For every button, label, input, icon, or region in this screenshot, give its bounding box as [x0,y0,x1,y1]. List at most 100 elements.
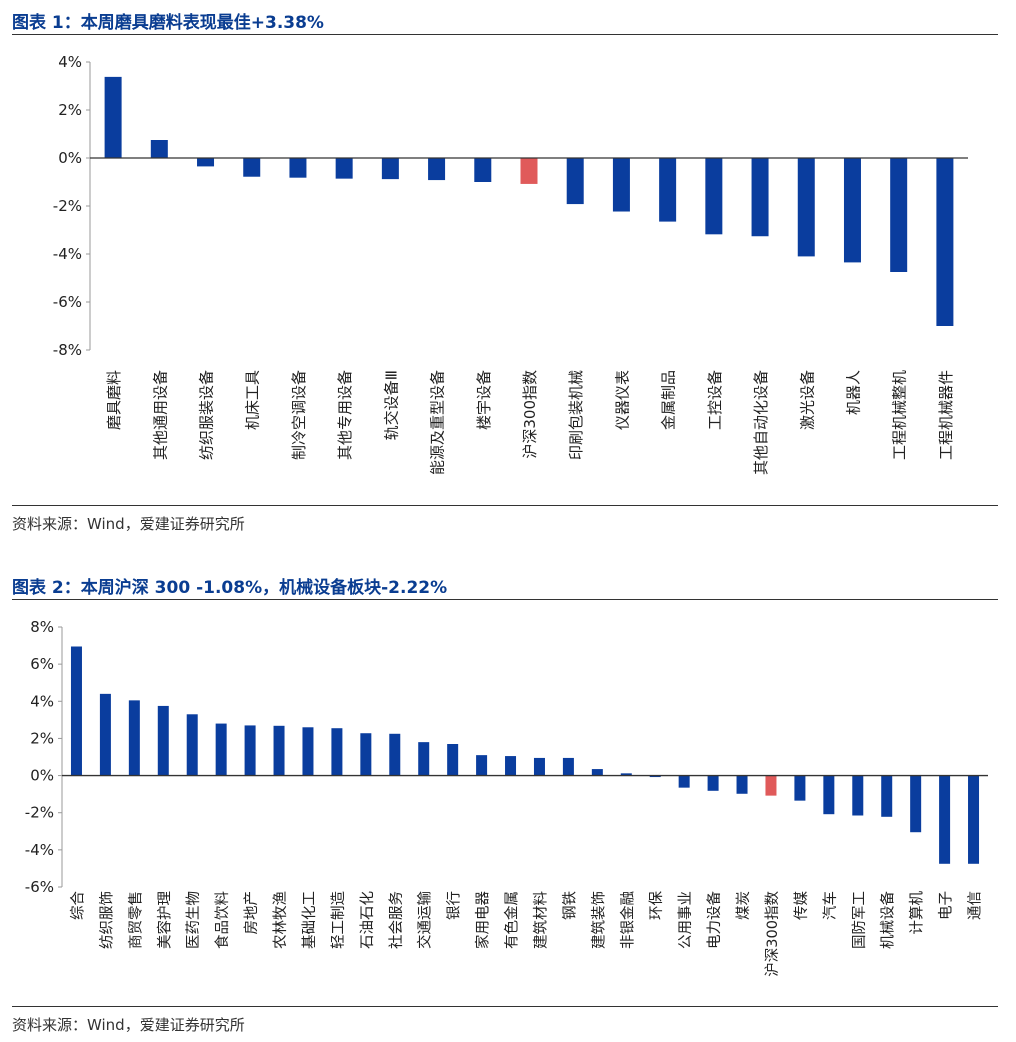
x-category-label: 沪深300指数 [521,370,539,459]
x-category-label: 机械设备 [880,891,897,949]
bar-机床工具 [243,158,261,177]
bar-其他通用设备 [150,140,168,158]
bar-环保 [649,775,661,778]
bar-能源及重型设备 [428,158,446,181]
x-category-label: 工控设备 [706,370,724,430]
x-category-label: 通信 [967,891,984,920]
x-category-label: 食品饮料 [214,891,231,949]
x-category-label: 机床工具 [244,370,262,430]
y-tick-label: -2% [53,197,82,215]
x-category-label: 交通运输 [416,891,434,949]
figure2-bottom-rule [12,1006,998,1007]
bar-轻工制造 [331,728,343,776]
bar-石油石化 [360,733,372,776]
bar-激光设备 [797,158,815,257]
x-category-label: 印刷包装机械 [567,370,585,460]
x-category-label: 工程机械整机 [891,370,909,460]
y-tick-label: -4% [53,245,82,263]
bar-交通运输 [418,742,430,776]
bar-国防军工 [852,775,864,816]
bar-煤炭 [736,775,748,794]
y-tick-label: 4% [30,692,54,710]
figure2-top-rule [12,599,998,600]
bar-其他自动化设备 [751,158,769,237]
x-category-label: 商贸零售 [127,891,144,949]
bar-传媒 [794,775,806,801]
x-category-label: 楼宇设备 [475,370,493,430]
bar-综合 [70,646,82,776]
bar-纺织服饰 [99,693,111,776]
x-category-label: 钢铁 [561,891,578,920]
x-category-label: 轻工制造 [330,891,347,949]
bar-纺织服装设备 [197,158,215,167]
bar-机械设备 [881,775,893,817]
x-category-label: 社会服务 [388,891,405,949]
bar-印刷包装机械 [566,158,584,205]
x-category-label: 工程机械器件 [937,370,955,460]
bar-沪深300指数 [765,775,777,796]
bar-房地产 [244,725,256,776]
y-tick-label: 8% [30,618,54,636]
bar-机器人 [843,158,861,263]
figure1-title: 图表 1：本周磨具磨料表现最佳+3.38% [12,13,324,33]
y-tick-label: 4% [58,53,82,71]
x-category-label: 建筑材料 [532,891,549,949]
chart1: 4% 2% 0% -2% -4% -6% -8% 磨具磨料 其他通用设备 纺织服装设备 机床工具 制冷… [53,53,968,475]
x-category-label: 能源及重型设备 [429,370,447,475]
x-category-label: 家用电器 [475,891,492,949]
bar-建筑装饰 [591,769,603,776]
y-tick-label: 2% [58,101,82,119]
bar-通信 [968,775,980,864]
bar-商贸零售 [128,700,140,776]
bar-医药生物 [186,714,198,776]
x-category-label: 非银金融 [619,891,636,949]
bar-工控设备 [705,158,723,235]
x-category-label: 其他自动化设备 [752,370,770,475]
bar-食品饮料 [215,723,227,776]
bar-美容护理 [157,705,169,776]
y-tick-label: -8% [53,341,82,359]
x-category-label: 综合 [69,891,86,920]
x-category-label: 其他专用设备 [336,370,354,460]
x-category-label: 农林牧渔 [272,891,289,949]
x-category-label: 制冷空调设备 [290,370,308,460]
x-category-label: 激光设备 [798,370,816,430]
x-category-label: 电力设备 [706,891,723,949]
x-category-label: 机器人 [844,370,862,415]
x-category-label: 其他通用设备 [151,370,169,460]
y-tick-label: -6% [25,878,54,896]
x-category-label: 公用事业 [677,891,694,949]
bar-轨交设备Ⅲ [381,158,399,180]
x-category-label: 计算机 [909,891,926,935]
bar-沪深300指数 [520,158,538,184]
x-category-label: 基础化工 [301,891,318,949]
y-tick-label: -6% [53,293,82,311]
x-category-label: 汽车 [822,891,839,920]
bar-公用事业 [678,775,690,788]
y-tick-label: -4% [25,841,54,859]
bar-非银金融 [620,773,632,776]
x-category-label: 煤炭 [735,891,752,920]
bar-金属制品 [659,158,677,222]
bar-仪器仪表 [612,158,630,212]
x-category-label: 银行 [446,891,463,920]
bar-社会服务 [389,733,401,776]
x-category-label: 磨具磨料 [105,370,123,430]
figure2-title: 图表 2：本周沪深 300 -1.08%，机械设备板块-2.22% [12,578,448,598]
bar-工程机械整机 [890,158,908,272]
bar-有色金属 [505,756,517,776]
x-category-label: 医药生物 [185,891,202,949]
figure1-top-rule [12,34,998,35]
figure2-source: 资料来源：Wind，爱建证券研究所 [12,1016,245,1034]
bar-计算机 [910,775,922,833]
x-category-label: 沪深300指数 [764,891,781,977]
x-category-label: 纺织服装设备 [198,370,216,460]
bar-制冷空调设备 [289,158,307,178]
bar-电子 [939,775,951,864]
x-category-label: 美容护理 [156,891,173,949]
bar-建筑材料 [533,757,545,776]
bar-农林牧渔 [273,725,285,776]
x-category-label: 石油石化 [359,891,376,949]
bar-基础化工 [302,727,314,776]
x-category-label: 环保 [648,891,665,920]
